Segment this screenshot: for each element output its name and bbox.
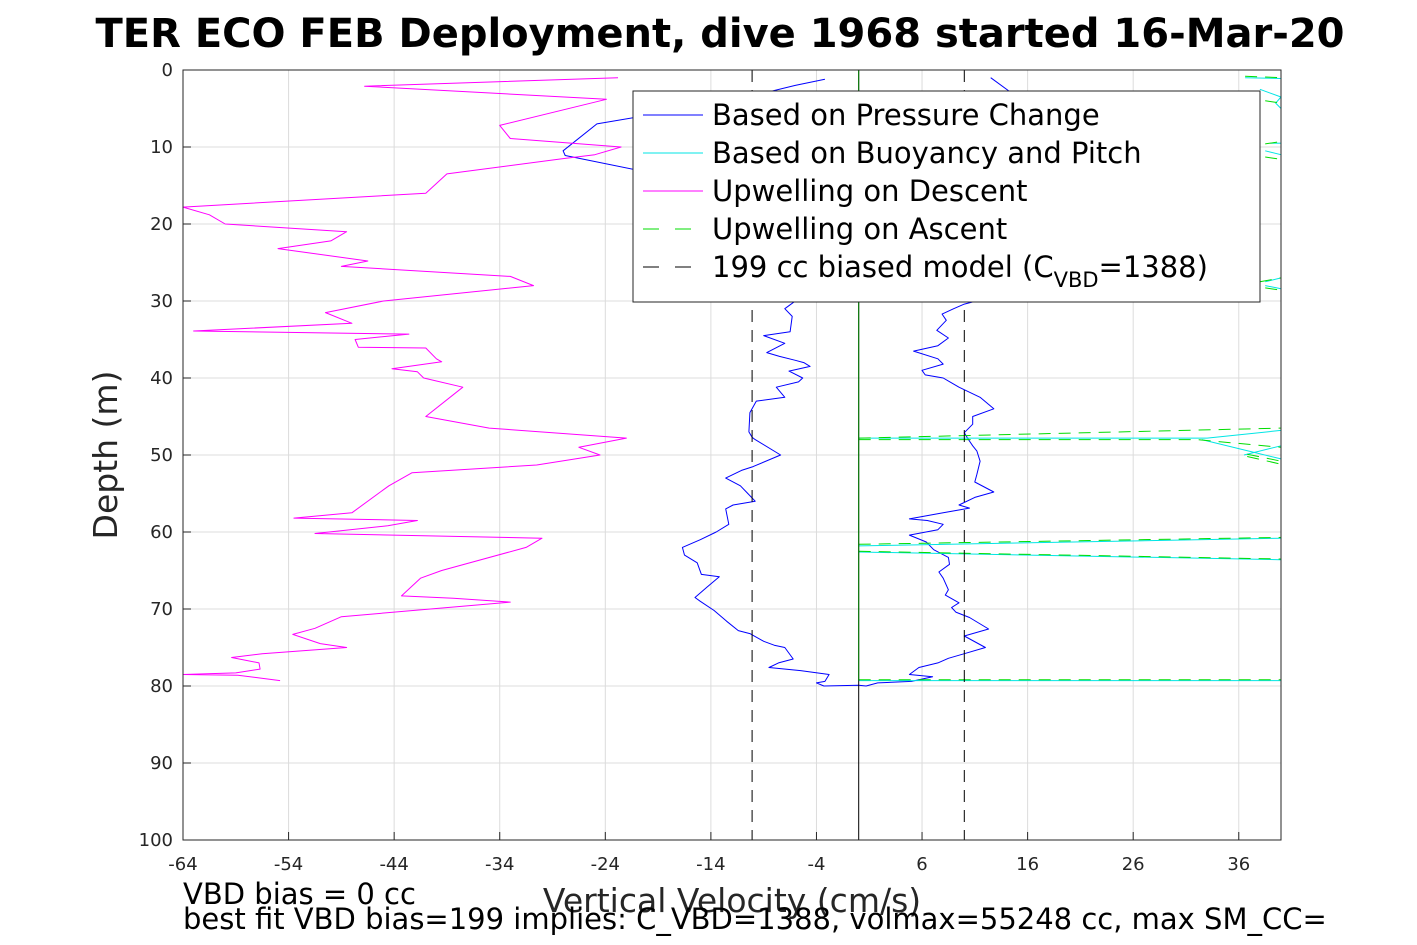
y-tick-label: 10	[150, 137, 173, 158]
chart-title: TER ECO FEB Deployment, dive 1968 starte…	[95, 11, 1344, 57]
legend-entry-label: Based on Pressure Change	[712, 98, 1100, 132]
x-tick-label: -24	[591, 854, 620, 875]
x-tick-label: -34	[485, 854, 514, 875]
legend-label-subscript: VBD	[1054, 268, 1099, 292]
y-tick-label: 70	[150, 599, 173, 620]
legend-entry-label: Based on Buoyancy and Pitch	[712, 136, 1142, 170]
legend-label-text: Upwelling on Ascent	[712, 212, 1007, 246]
y-tick-label: 20	[150, 214, 173, 235]
series-line-upwelling-on-ascent	[1259, 277, 1282, 283]
y-tick-label: 100	[139, 830, 173, 851]
series-line-upwelling-on-ascent	[1265, 156, 1282, 160]
y-tick-label: 50	[150, 445, 173, 466]
series-line-based-on-buoyancy-and-pitch	[1243, 445, 1282, 456]
y-tick-label: 60	[150, 522, 173, 543]
series-line-based-on-buoyancy-and-pitch	[1265, 285, 1282, 290]
legend-label-text: Upwelling on Descent	[712, 174, 1028, 208]
series-line-upwelling-on-ascent	[1265, 141, 1282, 145]
x-tick-label: -44	[379, 854, 408, 875]
series-line-based-on-buoyancy-and-pitch	[1201, 439, 1282, 460]
y-tick-label: 30	[150, 291, 173, 312]
legend-label-text: Based on Pressure Change	[712, 98, 1100, 132]
series-line-upwelling-on-ascent	[1247, 456, 1282, 465]
x-tick-label: 36	[1227, 854, 1250, 875]
y-tick-label: 80	[150, 676, 173, 697]
series-line-upwelling-on-ascent	[1265, 287, 1282, 291]
series-line-based-on-buoyancy-and-pitch	[858, 537, 1282, 547]
series-line-based-on-buoyancy-and-pitch	[1259, 88, 1282, 109]
legend-entry-label: 199 cc biased model (CVBD=1388)	[712, 250, 1208, 292]
x-tick-label: -4	[807, 854, 825, 875]
x-tick-label: -14	[696, 854, 725, 875]
series-line-based-on-buoyancy-and-pitch	[858, 429, 1282, 439]
series-line-upwelling-on-ascent	[858, 550, 1282, 560]
legend-label-suffix: =1388)	[1099, 250, 1208, 284]
series-line-upwelling-on-ascent	[858, 427, 1282, 439]
series-line-based-on-buoyancy-and-pitch	[1265, 150, 1282, 156]
series-line-upwelling-on-ascent	[1247, 453, 1282, 462]
legend-box	[632, 90, 1261, 303]
legend: Based on Pressure Change Based on Buoyanc…	[632, 90, 1261, 303]
legend-entry-label: Upwelling on Descent	[712, 174, 1028, 208]
x-tick-label: -64	[168, 854, 197, 875]
x-axis-label: Vertical Velocity (cm/s)	[543, 881, 921, 920]
series-line-based-on-buoyancy-and-pitch	[1265, 277, 1282, 283]
x-tick-label: -54	[274, 854, 303, 875]
x-axis-ticks: -64 -54 -44 -34 -24 -14 -4 6 16 26 36	[168, 832, 1250, 875]
legend-entry-label: Upwelling on Ascent	[712, 212, 1007, 246]
x-tick-label: 6	[916, 854, 927, 875]
footer-vbd-bias: VBD bias = 0 cc	[183, 877, 416, 911]
y-axis-label: Depth (m)	[86, 371, 125, 540]
x-tick-label: 16	[1016, 854, 1039, 875]
y-tick-label: 90	[150, 753, 173, 774]
legend-label-text: 199 cc biased model (C	[712, 250, 1054, 284]
x-tick-label: 26	[1122, 854, 1145, 875]
series-line-upwelling-on-ascent	[858, 536, 1282, 545]
series-line-upwelling-on-ascent	[1245, 75, 1282, 79]
series-line-based-on-pressure-change	[562, 77, 1041, 687]
legend-label-text: Based on Buoyancy and Pitch	[712, 136, 1142, 170]
series-line-upwelling-on-descent	[182, 77, 627, 682]
y-tick-label: 40	[150, 368, 173, 389]
y-tick-label: 0	[162, 60, 173, 81]
footer-best-fit: best fit VBD bias=199 implies: C_VBD=138…	[183, 902, 1327, 936]
series-line-based-on-buoyancy-and-pitch	[858, 551, 1282, 561]
series-layer	[182, 70, 1282, 840]
series-line-upwelling-on-ascent	[1265, 100, 1282, 104]
y-axis-ticks: 0 10 20 30 40 50 60 70 80 90 100	[139, 60, 191, 851]
series-line-based-on-buoyancy-and-pitch	[1245, 77, 1282, 79]
